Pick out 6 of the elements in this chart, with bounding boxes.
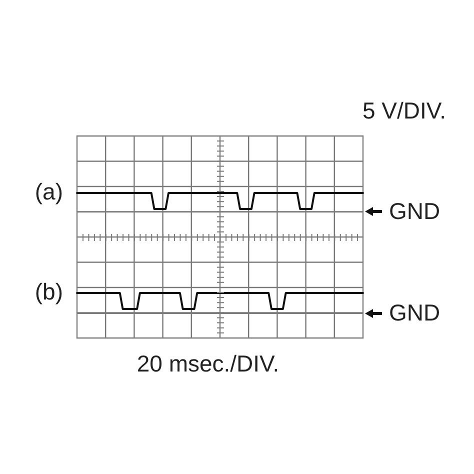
ref-line-label: GND: [389, 300, 440, 326]
series-label: (a): [34, 178, 63, 204]
y-axis-title: 5 V/DIV.: [362, 97, 446, 124]
x-axis-title: 20 msec./DIV.: [136, 350, 280, 376]
series-label: (b): [34, 278, 63, 304]
ref-line-label: GND: [389, 198, 440, 224]
